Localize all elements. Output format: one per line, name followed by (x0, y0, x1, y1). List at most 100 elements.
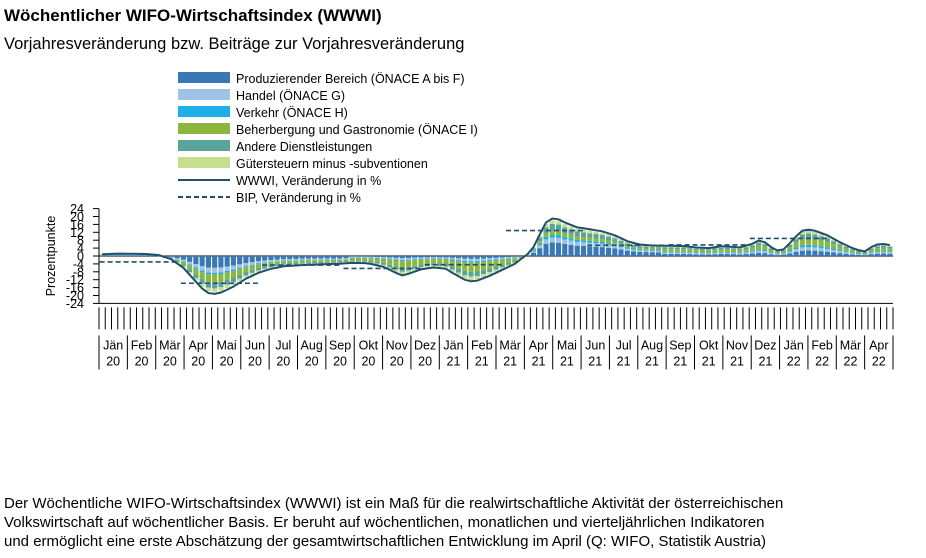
bar-segment (674, 252, 680, 254)
x-axis: Jän 20 Feb 20 Mär 20 Apr 20 Mai 20 Jun 20 Jul 20 Aug 20… (98, 302, 894, 370)
y-tick-label: 12 (70, 226, 84, 240)
bar-segment (549, 242, 555, 256)
bar-segment (787, 251, 793, 254)
bar-segment (843, 246, 849, 249)
bar-segment (455, 268, 462, 273)
bar-segment (243, 267, 249, 272)
chart-title: Wöchentlicher WIFO-Wirtschaftsindex (WWW… (4, 6, 382, 25)
bar-segment (305, 258, 312, 260)
bar-segment (268, 265, 274, 267)
bar-segment (630, 249, 637, 252)
bar-segment (387, 256, 393, 258)
bar-segment (574, 236, 580, 240)
bar-segment (187, 264, 193, 266)
bar-segment (293, 258, 299, 261)
bar-segment (412, 257, 418, 260)
bar-segment (587, 246, 593, 256)
bar-segment (224, 279, 230, 285)
bar-segment (199, 272, 205, 279)
bar-segment (599, 241, 605, 244)
bar-segment (187, 265, 193, 270)
bar-segment (862, 252, 868, 253)
bar-segment (862, 254, 868, 256)
bar-segment (393, 257, 399, 260)
x-year-label: 20 (163, 354, 177, 368)
bar-segment (824, 238, 830, 243)
bar-segment (243, 275, 249, 278)
bar-segment (487, 268, 493, 273)
bar-segment (537, 248, 543, 256)
bar-segment (368, 256, 374, 258)
bar-segment (743, 249, 749, 252)
bar-segment (474, 261, 480, 263)
bar-segment (299, 260, 305, 263)
bar-segment (824, 236, 830, 239)
y-tick-label: 0 (77, 250, 84, 264)
bar-segment (412, 268, 418, 271)
bar-segment (349, 256, 355, 257)
bar-segment (518, 256, 524, 258)
bar-segment (505, 258, 512, 259)
bar-segment (874, 248, 880, 252)
bar-segment (424, 258, 430, 260)
bar-segment (199, 256, 205, 267)
bar-segment (318, 261, 324, 264)
bar-segment (812, 231, 818, 235)
bar-segment (574, 245, 580, 256)
bar-segment (793, 242, 799, 248)
bar-segment (881, 245, 887, 248)
bar-segment (555, 237, 562, 243)
bar-segment (180, 264, 186, 267)
bar-segment (856, 253, 862, 255)
x-month-label: Mai (217, 338, 237, 352)
footnote-line: Der Wöchentliche WIFO-Wirtschaftsindex (… (4, 495, 784, 512)
bar-segment (724, 249, 730, 252)
bar-segment (612, 238, 618, 242)
bar-segment (380, 258, 387, 259)
bar-segment (462, 270, 468, 276)
bar-segment (180, 261, 186, 262)
bar-segment (649, 252, 655, 256)
bar-segment (737, 250, 743, 253)
bar-segment (268, 261, 274, 263)
bar-segment (187, 272, 193, 274)
bar-segment (418, 259, 424, 265)
bar-segment (255, 264, 261, 268)
bar-segment (399, 268, 405, 272)
y-tick-label: 16 (70, 218, 84, 232)
bar-segment (674, 246, 680, 248)
bar-segment (680, 249, 687, 252)
x-year-label: 21 (532, 354, 546, 368)
bar-segment (293, 260, 299, 263)
x-month-label: Mär (499, 338, 521, 352)
bar-segment (649, 248, 655, 251)
bar-segment (712, 252, 718, 253)
bar-segment (806, 247, 812, 251)
bar-segment (218, 256, 224, 268)
bar-segment (737, 254, 743, 256)
bar-segment (318, 260, 324, 262)
bar-segment (843, 252, 849, 254)
bar-segment (237, 267, 243, 270)
bar-segment (487, 258, 493, 261)
bar-segment (249, 262, 255, 265)
bar-segment (756, 241, 762, 243)
bar-segment (605, 247, 612, 256)
bar-segment (549, 230, 555, 235)
x-month-label: Okt (359, 338, 379, 352)
bar-segment (443, 259, 449, 265)
bar-segment (399, 256, 405, 259)
bar-segment (887, 245, 893, 247)
bar-segment (568, 244, 574, 256)
bar-segment (374, 257, 380, 259)
bar-segment (593, 246, 599, 256)
bar-segment (462, 260, 468, 263)
bar-segment (774, 252, 780, 254)
bar-segment (562, 233, 568, 237)
bar-segment (312, 256, 318, 259)
bar-segment (618, 239, 624, 241)
bar-segment (530, 249, 537, 251)
x-month-label: Jul (616, 338, 632, 352)
bar-segment (537, 237, 543, 242)
bar-segment (862, 255, 868, 256)
